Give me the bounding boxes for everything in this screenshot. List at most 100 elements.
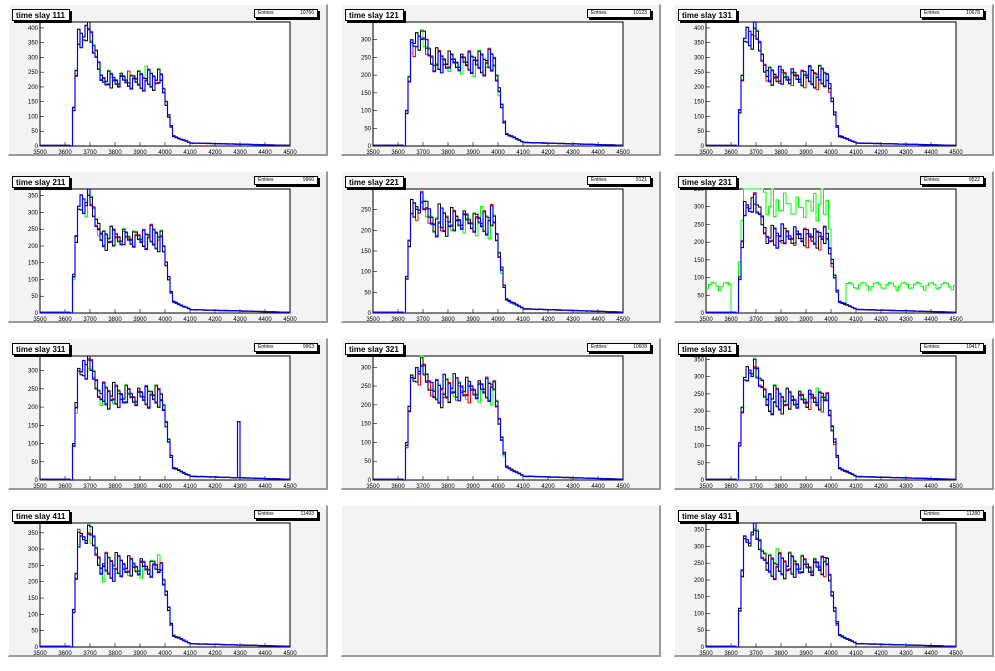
y-tick-label: 200 — [361, 403, 372, 409]
y-tick-label: 50 — [31, 460, 38, 466]
x-tick-label: 4100 — [183, 651, 197, 657]
x-tick-label: 3500 — [699, 484, 713, 490]
stats-label: Entries — [258, 10, 274, 16]
y-tick-label: 200 — [694, 85, 705, 91]
histogram-plot: 3500 3600 3700 3800 3900 4000 4100 4200 4300 4400… — [361, 188, 630, 323]
histogram-pad: 3500 3600 3700 3800 3900 4000 4100 4200 4300 4400… — [674, 505, 994, 657]
x-tick-label: 4200 — [541, 484, 555, 490]
pad-title: time slay 311 — [12, 343, 71, 355]
x-tick-label: 3800 — [108, 150, 122, 156]
x-tick-label: 4500 — [949, 150, 963, 156]
x-tick-label: 3900 — [133, 317, 147, 323]
y-tick-label: 100 — [694, 444, 705, 450]
x-tick-label: 3600 — [58, 651, 72, 657]
pad-title: time slay 321 — [345, 343, 404, 355]
y-tick-label: 100 — [694, 114, 705, 120]
x-tick-label: 3500 — [699, 317, 713, 323]
y-tick-label: 0 — [35, 144, 39, 150]
stats-label: Entries — [924, 10, 940, 16]
x-tick-label: 3700 — [749, 150, 763, 156]
x-tick-label: 4400 — [591, 150, 605, 156]
y-tick-label: 100 — [361, 440, 372, 446]
histogram-pad: 3500 3600 3700 3800 3900 4000 4100 4200 4300 4400… — [8, 171, 328, 323]
y-tick-label: 200 — [694, 578, 705, 584]
pad-title: time slay 411 — [12, 510, 71, 522]
y-tick-label: 150 — [28, 261, 39, 267]
stats-label: Entries — [924, 344, 940, 350]
histogram-plot: 3500 3600 3700 3800 3900 4000 4100 4200 4300 4400… — [28, 21, 297, 156]
y-tick-label: 350 — [28, 194, 39, 200]
x-tick-label: 3800 — [774, 150, 788, 156]
x-tick-label: 4500 — [283, 484, 297, 490]
pad-title: time slay 211 — [12, 176, 71, 188]
x-tick-label: 3600 — [391, 150, 405, 156]
x-tick-label: 3900 — [799, 651, 813, 657]
x-tick-label: 4400 — [924, 150, 938, 156]
x-tick-label: 3800 — [108, 484, 122, 490]
x-tick-label: 3700 — [749, 317, 763, 323]
x-tick-label: 4000 — [491, 317, 505, 323]
series-line-blue — [40, 359, 290, 481]
histogram-pad: 3500 3600 3700 3800 3900 4000 4100 4200 4300 4400… — [8, 338, 328, 490]
y-tick-label: 150 — [28, 423, 39, 429]
y-tick-label: 200 — [28, 405, 39, 411]
y-tick-label: 250 — [694, 222, 705, 228]
y-tick-label: 250 — [694, 561, 705, 567]
stats-box: Entries 9960 — [254, 176, 318, 185]
x-tick-label: 3900 — [466, 484, 480, 490]
series-line-blue — [373, 192, 623, 314]
y-tick-label: 100 — [28, 442, 39, 448]
x-tick-label: 3500 — [366, 484, 380, 490]
y-tick-label: 350 — [28, 531, 39, 537]
x-tick-label: 4400 — [591, 484, 605, 490]
y-tick-label: 350 — [28, 41, 39, 47]
x-tick-label: 3900 — [466, 150, 480, 156]
histogram-pad: 3500 3600 3700 3800 3900 4000 4100 4200 4300 4400… — [8, 4, 328, 156]
series-line-blue — [706, 367, 956, 481]
y-tick-label: 0 — [701, 478, 705, 484]
x-tick-label: 4500 — [283, 651, 297, 657]
x-tick-label: 3500 — [33, 484, 47, 490]
x-tick-label: 3800 — [774, 317, 788, 323]
x-tick-label: 3500 — [699, 651, 713, 657]
y-tick-label: 350 — [694, 41, 705, 47]
x-tick-label: 4100 — [849, 317, 863, 323]
y-tick-label: 250 — [361, 384, 372, 390]
histogram-plot: 3500 3600 3700 3800 3900 4000 4100 4200 4300 4400… — [28, 355, 297, 490]
x-tick-label: 3700 — [83, 150, 97, 156]
y-tick-label: 200 — [361, 73, 372, 79]
x-tick-label: 4200 — [541, 150, 555, 156]
stats-entries-value: 11493 — [300, 511, 314, 517]
x-tick-label: 3600 — [724, 150, 738, 156]
stats-entries-value: 11280 — [966, 511, 980, 517]
y-tick-label: 0 — [368, 311, 372, 317]
stats-entries-value: 9963 — [302, 344, 314, 350]
histogram-plot: 3500 3600 3700 3800 3900 4000 4100 4200 4300 4400… — [694, 187, 963, 323]
x-tick-label: 3600 — [391, 484, 405, 490]
y-tick-label: 200 — [28, 244, 39, 250]
series-line-blue — [373, 35, 623, 147]
y-tick-label: 300 — [694, 544, 705, 550]
stats-label: Entries — [924, 177, 940, 183]
series-line-blue — [40, 533, 290, 648]
plot-frame — [39, 21, 291, 147]
y-tick-label: 50 — [364, 290, 371, 296]
x-tick-label: 3800 — [108, 651, 122, 657]
x-tick-label: 4100 — [183, 484, 197, 490]
histogram-pad: 3500 3600 3700 3800 3900 4000 4100 4200 4300 4400… — [341, 4, 661, 156]
x-tick-label: 4300 — [899, 651, 913, 657]
stats-entries-value: 10766 — [300, 10, 314, 16]
y-tick-label: 250 — [28, 70, 39, 76]
x-tick-label: 3900 — [133, 150, 147, 156]
stats-entries-value: 9522 — [968, 177, 980, 183]
pad-title: time slay 221 — [345, 176, 404, 188]
x-tick-label: 4300 — [899, 317, 913, 323]
x-tick-label: 3500 — [366, 317, 380, 323]
histogram-plot: 3500 3600 3700 3800 3900 4000 4100 4200 4300 4400… — [28, 522, 297, 657]
stats-box: Entries 10123 — [587, 9, 651, 18]
histogram-pad: 3500 3600 3700 3800 3900 4000 4100 4200 4300 4400… — [674, 171, 994, 323]
x-tick-label: 4300 — [899, 150, 913, 156]
y-tick-label: 350 — [694, 187, 705, 193]
x-tick-label: 4500 — [283, 317, 297, 323]
